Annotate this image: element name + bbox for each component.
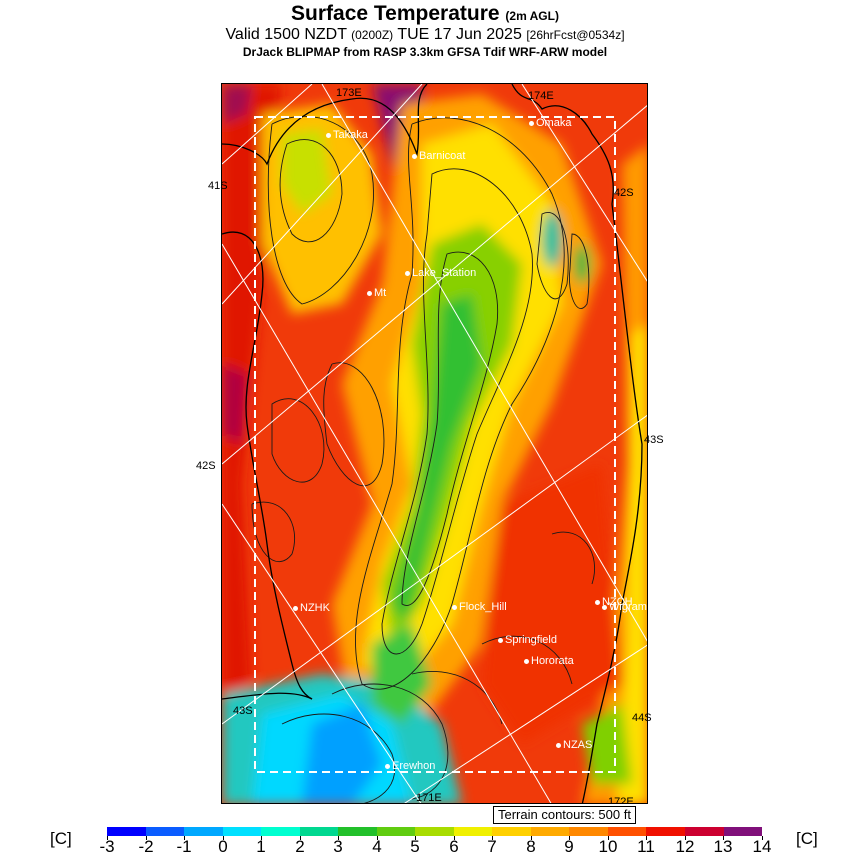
field-blobs — [222, 84, 647, 803]
legend-unit-right: [C] — [796, 829, 818, 848]
color-swatch — [684, 827, 724, 836]
valid-zulu: (0200Z) — [351, 28, 394, 42]
legend-unit-left: [C] — [50, 829, 72, 848]
lat-label: 42S — [196, 460, 216, 472]
scale-tick — [685, 836, 686, 840]
lat-label: 44S — [632, 712, 652, 724]
scale-tick — [454, 836, 455, 840]
scale-tick — [646, 836, 647, 840]
color-swatch — [569, 827, 608, 836]
town-marker[interactable]: Omaka — [529, 117, 571, 129]
model-line: DrJack BLIPMAP from RASP 3.3km GFSA Tdif… — [242, 45, 608, 59]
town-marker[interactable]: Barnicoat — [412, 150, 465, 162]
terrain-contours-note: Terrain contours: 500 ft — [493, 806, 636, 824]
town-marker[interactable]: Lake_Station — [405, 267, 476, 279]
scale-tick — [300, 836, 301, 840]
scale-tick — [146, 836, 147, 840]
town-marker[interactable]: NZAS — [556, 739, 592, 751]
scale-tick — [223, 836, 224, 840]
scale-tick — [338, 836, 339, 840]
scale-tick — [492, 836, 493, 840]
coastline — [222, 84, 643, 803]
scale-tick-label: -1 — [176, 837, 192, 856]
town-marker[interactable]: Takaka — [326, 129, 368, 141]
scale-tick-label: -2 — [138, 837, 154, 856]
scale-tick-label: 9 — [564, 837, 574, 856]
scale-tick-label: 2 — [295, 837, 305, 856]
scale-tick — [184, 836, 185, 840]
town-marker[interactable]: Erewhon — [385, 760, 435, 772]
color-swatch — [222, 827, 262, 836]
town-marker[interactable]: Wigram — [602, 601, 647, 613]
color-swatch — [415, 827, 454, 836]
town-marker[interactable]: NZCH — [595, 596, 633, 608]
color-swatch — [530, 827, 570, 836]
lon-label: 171E — [416, 792, 442, 804]
scale-tick-label: 3 — [333, 837, 343, 856]
scale-tick-label: 8 — [526, 837, 536, 856]
scale-tick — [377, 836, 378, 840]
valid-date: TUE 17 Jun 2025 — [397, 26, 522, 43]
forecast-info: [26hrFcst@0534z] — [526, 28, 625, 42]
scale-tick-label: 6 — [449, 837, 459, 856]
color-swatch — [145, 827, 185, 836]
color-scale-bar — [107, 827, 763, 836]
scale-tick-label: 5 — [410, 837, 420, 856]
color-swatch — [338, 827, 377, 836]
scale-tick — [608, 836, 609, 840]
scale-tick-label: 14 — [752, 837, 772, 856]
lon-label: 174E — [528, 90, 554, 102]
map-title: Surface Temperature (2m AGL) — [0, 2, 850, 26]
color-swatch — [607, 827, 647, 836]
color-swatch — [261, 827, 300, 836]
color-swatch — [376, 827, 416, 836]
color-scale-ticks: -3 -2 -1 0 1 2 3 4 5 6 7 8 9 10 11 12 13 14 — [99, 836, 771, 860]
scale-tick — [261, 836, 262, 840]
color-swatch — [107, 827, 146, 836]
scale-tick-label: 1 — [256, 837, 266, 856]
scale-tick-label: 0 — [218, 837, 228, 856]
lon-label: 172E — [608, 796, 634, 804]
scale-tick — [569, 836, 570, 840]
color-swatch — [453, 827, 493, 836]
scale-tick — [762, 836, 763, 840]
color-swatch — [646, 827, 685, 836]
scale-tick-label: 4 — [372, 837, 382, 856]
title-unit: (2m AGL) — [505, 9, 559, 23]
scale-tick-label: 12 — [675, 837, 695, 856]
lat-label: 43S — [644, 434, 664, 446]
color-swatch — [723, 827, 763, 836]
color-swatch — [184, 827, 223, 836]
temperature-map[interactable]: 173E 174E 171E 172E Takaka Barnicoat Oma… — [221, 83, 648, 804]
lat-label: 42S — [614, 187, 634, 199]
town-marker[interactable]: Flock_Hill — [452, 601, 507, 613]
scale-tick-label: 10 — [598, 837, 618, 856]
town-marker[interactable]: Hororata — [524, 655, 574, 667]
scale-tick-label: 13 — [713, 837, 733, 856]
scale-tick — [531, 836, 532, 840]
lon-label: 173E — [336, 87, 362, 99]
color-swatch — [299, 827, 339, 836]
town-marker[interactable]: Mt — [367, 287, 386, 299]
town-marker[interactable]: NZHK — [293, 602, 330, 614]
color-swatch — [492, 827, 531, 836]
scale-tick — [107, 836, 108, 840]
scale-tick-label: 7 — [487, 837, 497, 856]
graticule — [222, 84, 647, 803]
scale-tick — [415, 836, 416, 840]
scale-tick — [723, 836, 724, 840]
lat-label: 41S — [208, 180, 228, 192]
valid-prefix: Valid 1500 NZDT — [225, 26, 347, 43]
scale-tick-label: 11 — [637, 837, 655, 856]
temperature-field — [222, 84, 647, 803]
valid-time-line: Valid 1500 NZDT (0200Z) TUE 17 Jun 2025 … — [0, 26, 850, 44]
title-text: Surface Temperature — [291, 2, 500, 25]
town-marker[interactable]: Springfield — [498, 634, 557, 646]
lat-label: 43S — [233, 705, 253, 717]
scale-tick-label: -3 — [99, 837, 115, 856]
